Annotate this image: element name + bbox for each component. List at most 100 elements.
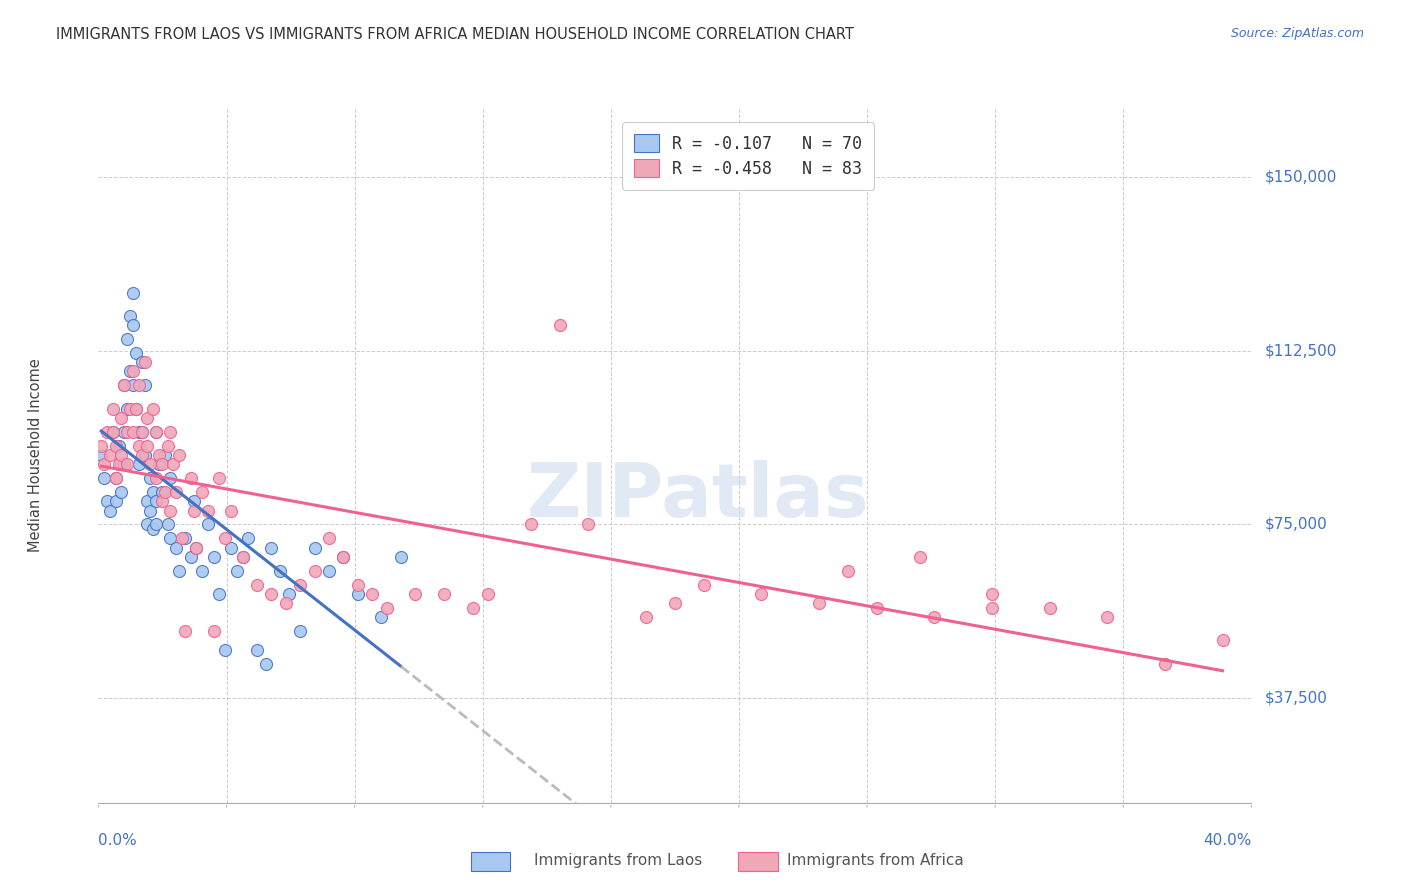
Point	[125, 346, 148, 360]
Point	[122, 318, 145, 332]
Point	[165, 541, 187, 555]
Point	[183, 494, 205, 508]
Point	[112, 378, 135, 392]
Point	[346, 587, 368, 601]
Point	[131, 425, 153, 439]
Point	[125, 401, 148, 416]
Point	[332, 549, 354, 564]
Point	[145, 517, 167, 532]
Point	[477, 587, 499, 601]
Point	[318, 564, 340, 578]
Point	[433, 587, 456, 601]
Point	[107, 439, 129, 453]
Point	[145, 425, 167, 439]
Point	[125, 401, 148, 416]
Point	[159, 471, 181, 485]
Point	[104, 494, 127, 508]
Point	[208, 587, 231, 601]
Point	[134, 448, 156, 462]
Point	[139, 503, 162, 517]
Point	[260, 587, 283, 601]
Text: ZIPatlas: ZIPatlas	[527, 460, 869, 533]
Text: $150,000: $150,000	[1265, 169, 1337, 184]
Point	[104, 471, 127, 485]
Point	[375, 601, 398, 615]
Text: $37,500: $37,500	[1265, 691, 1329, 706]
Point	[98, 503, 121, 517]
Point	[219, 541, 242, 555]
Point	[238, 532, 260, 546]
Point	[122, 425, 145, 439]
Point	[548, 318, 571, 332]
Point	[461, 601, 484, 615]
Point	[197, 517, 219, 532]
Point	[136, 517, 159, 532]
Point	[183, 503, 205, 517]
Point	[290, 578, 312, 592]
Point	[104, 439, 127, 453]
Point	[1212, 633, 1234, 648]
Point	[1097, 610, 1119, 624]
Text: $112,500: $112,500	[1265, 343, 1337, 358]
Point	[332, 549, 354, 564]
Point	[112, 425, 135, 439]
Point	[117, 401, 138, 416]
Point	[246, 642, 269, 657]
Point	[153, 485, 176, 500]
Point	[150, 457, 173, 471]
Text: Immigrants from Africa: Immigrants from Africa	[787, 854, 965, 868]
Point	[225, 564, 247, 578]
Point	[131, 425, 153, 439]
Point	[174, 624, 197, 639]
Point	[96, 425, 118, 439]
Point	[122, 364, 145, 378]
Point	[93, 457, 115, 471]
Point	[922, 610, 945, 624]
Point	[370, 610, 392, 624]
Point	[142, 401, 165, 416]
Point	[214, 532, 236, 546]
Point	[191, 485, 214, 500]
Point	[981, 601, 1004, 615]
Point	[117, 425, 138, 439]
Point	[520, 517, 543, 532]
Point	[167, 448, 190, 462]
Point	[142, 522, 165, 536]
Point	[131, 448, 153, 462]
Point	[128, 457, 150, 471]
Point	[107, 457, 129, 471]
Point	[101, 401, 124, 416]
Point	[170, 532, 193, 546]
Point	[122, 378, 145, 392]
Point	[186, 541, 208, 555]
Point	[269, 564, 291, 578]
Point	[128, 439, 150, 453]
Point	[1153, 657, 1175, 671]
Point	[142, 485, 165, 500]
Point	[110, 485, 132, 500]
Point	[165, 485, 187, 500]
Point	[150, 485, 173, 500]
Point	[156, 517, 179, 532]
Point	[636, 610, 658, 624]
Point	[150, 494, 173, 508]
Point	[231, 549, 254, 564]
Point	[134, 355, 156, 369]
Point	[751, 587, 773, 601]
Point	[159, 532, 181, 546]
Point	[277, 587, 299, 601]
Point	[148, 448, 170, 462]
Point	[110, 448, 132, 462]
Point	[120, 401, 142, 416]
Point	[117, 457, 138, 471]
Point	[260, 541, 283, 555]
Point	[807, 596, 830, 610]
Point	[136, 410, 159, 425]
Point	[174, 532, 197, 546]
Point	[191, 564, 214, 578]
Point	[93, 471, 115, 485]
Point	[202, 624, 225, 639]
Point	[389, 549, 412, 564]
Point	[304, 541, 326, 555]
Point	[104, 471, 127, 485]
